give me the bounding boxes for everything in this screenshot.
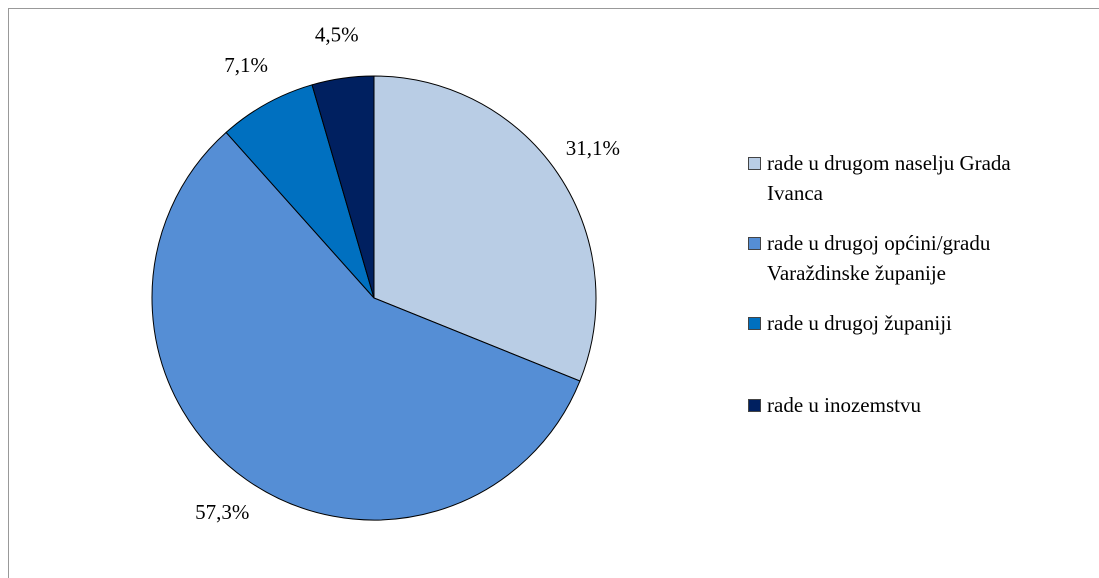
legend-label: rade u inozemstvu <box>767 393 921 417</box>
data-label: 4,5% <box>315 22 359 46</box>
legend-entry: rade u drugom naselju Grada Ivanca <box>748 148 1048 208</box>
legend-entry: rade u inozemstvu <box>748 390 1048 420</box>
data-label: 57,3% <box>195 500 249 524</box>
legend-label: rade u drugom naselju Grada Ivanca <box>767 151 1011 205</box>
pie-slice <box>373 75 597 382</box>
pie-slice <box>151 131 581 521</box>
chart-frame <box>8 8 1099 578</box>
legend-swatch <box>748 399 761 412</box>
legend-swatch <box>748 157 761 170</box>
legend-label: rade u drugoj općini/gradu Varaždinske ž… <box>767 231 991 285</box>
data-label: 31,1% <box>566 136 620 160</box>
data-label: 7,1% <box>224 53 268 77</box>
legend-swatch <box>748 317 761 330</box>
legend-label: rade u drugoj županiji <box>767 311 952 335</box>
legend-entry: rade u drugoj županiji <box>748 308 1048 338</box>
legend-entry: rade u drugoj općini/gradu Varaždinske ž… <box>748 228 1048 288</box>
pie-slice <box>311 75 375 299</box>
legend-swatch <box>748 237 761 250</box>
